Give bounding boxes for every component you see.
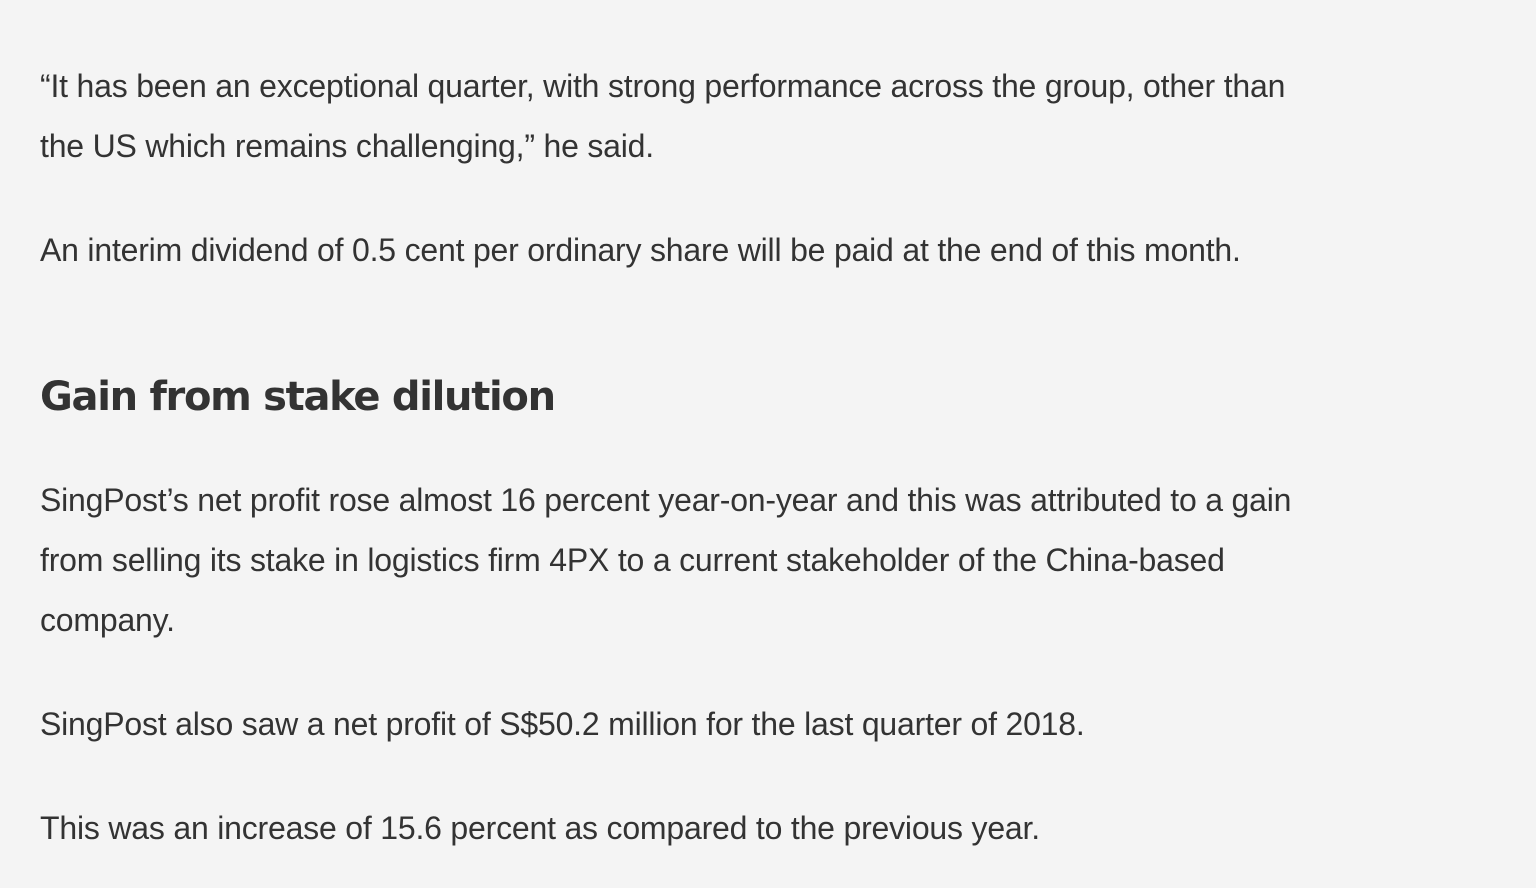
increase-paragraph: This was an increase of 15.6 percent as … [40, 810, 1040, 846]
quote-paragraph: “It has been an exceptional quarter, wit… [40, 56, 1285, 176]
dividend-paragraph: An interim dividend of 0.5 cent per ordi… [40, 232, 1241, 268]
paragraph-line: from selling its stake in logistics firm… [40, 542, 1225, 578]
paragraph-line: the US which remains challenging,” he sa… [40, 128, 654, 164]
section-heading: Gain from stake dilution [40, 374, 556, 420]
paragraph-line: “It has been an exceptional quarter, wit… [40, 68, 1286, 104]
net-profit-paragraph: SingPost’s net profit rose almost 16 per… [40, 470, 1291, 650]
quarter-profit-paragraph: SingPost also saw a net profit of S$50.2… [40, 706, 1085, 742]
paragraph-line: SingPost’s net profit rose almost 16 per… [40, 482, 1292, 518]
paragraph-line: company. [40, 602, 175, 638]
